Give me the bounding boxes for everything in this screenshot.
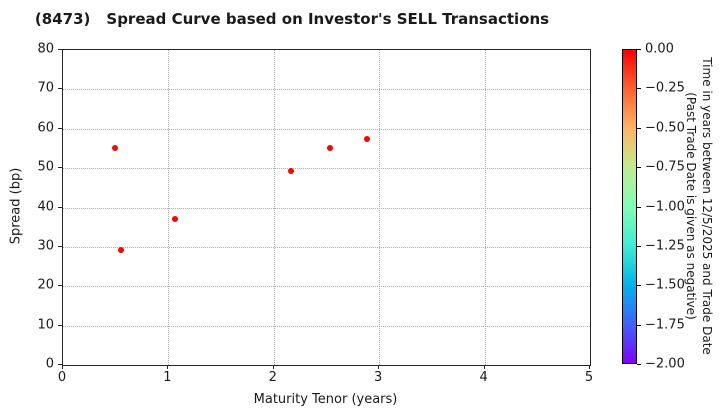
colorbar-tick-label: −0.50 [645,120,685,136]
x-tick-mark [378,365,380,369]
colorbar-tick-mark [637,245,641,247]
colorbar [622,49,637,364]
horizontal-gridline [63,286,590,288]
x-tick-mark [62,365,63,369]
y-tick-mark [58,88,62,90]
x-tick-mark [167,365,169,369]
horizontal-gridline [63,128,590,130]
y-tick-mark [58,364,62,365]
y-tick-mark [58,127,62,129]
horizontal-gridline [63,207,590,209]
chart-title-text: Spread Curve based on Investor's SELL Tr… [106,10,550,28]
colorbar-tick-mark [637,206,641,208]
colorbar-tick-label: −0.25 [645,80,685,96]
colorbar-tick-label: −1.25 [645,238,685,254]
y-tick-mark [58,285,62,287]
y-tick-mark [58,49,62,50]
colorbar-tick-label: −1.50 [645,277,685,293]
y-tick-label: 10 [37,317,54,333]
x-tick-mark [483,365,485,369]
y-tick-label: 0 [45,356,54,372]
data-point [171,216,178,223]
y-tick-label: 80 [37,41,54,57]
data-point [287,167,294,174]
x-tick-mark [272,365,274,369]
y-tick-label: 50 [37,159,54,175]
data-point [326,144,333,151]
colorbar-tick-mark [637,324,641,326]
y-tick-label: 30 [37,238,54,254]
colorbar-tick-label: −2.00 [645,356,685,372]
colorbar-tick-mark [637,364,641,365]
x-tick-label: 0 [57,370,67,385]
x-tick-label: 4 [479,370,488,385]
data-point [117,247,124,254]
y-tick-label: 70 [37,80,54,96]
x-tick-label: 1 [163,370,172,385]
colorbar-tick-mark [637,127,641,129]
data-point [363,136,370,143]
colorbar-tick-label: −1.75 [645,317,685,333]
x-axis-label: Maturity Tenor (years) [253,392,398,407]
colorbar-tick-mark [637,167,641,169]
horizontal-gridline [63,325,590,327]
y-tick-mark [58,245,62,247]
colorbar-tick-label: 0.00 [645,41,674,57]
y-tick-label: 40 [37,199,54,214]
y-tick-label: 20 [37,277,54,293]
chart-title-code: (8473) [34,10,91,28]
plot-area [62,49,591,366]
colorbar-tick-label: −0.75 [645,159,685,175]
horizontal-gridline [63,246,590,248]
colorbar-tick-mark [637,49,641,50]
x-tick-label: 3 [374,370,383,385]
colorbar-tick-label: −1.00 [645,199,685,214]
y-tick-mark [58,206,62,208]
y-tick-mark [58,324,62,326]
colorbar-axis-label-line2: (Past Trade Date is given as negative) [684,92,698,320]
horizontal-gridline [63,89,590,91]
colorbar-axis-label-line1: Time in years between 12/5/2025 and Trad… [700,57,714,355]
colorbar-tick-mark [637,285,641,287]
x-tick-label: 5 [584,370,594,385]
horizontal-gridline [63,168,590,170]
colorbar-tick-mark [637,88,641,90]
y-tick-mark [58,167,62,169]
chart-title: (8473) Spread Curve based on Investor's S… [0,10,584,28]
x-tick-label: 2 [268,370,277,385]
data-point [111,144,118,151]
x-tick-mark [589,365,590,369]
y-tick-label: 60 [37,120,54,136]
